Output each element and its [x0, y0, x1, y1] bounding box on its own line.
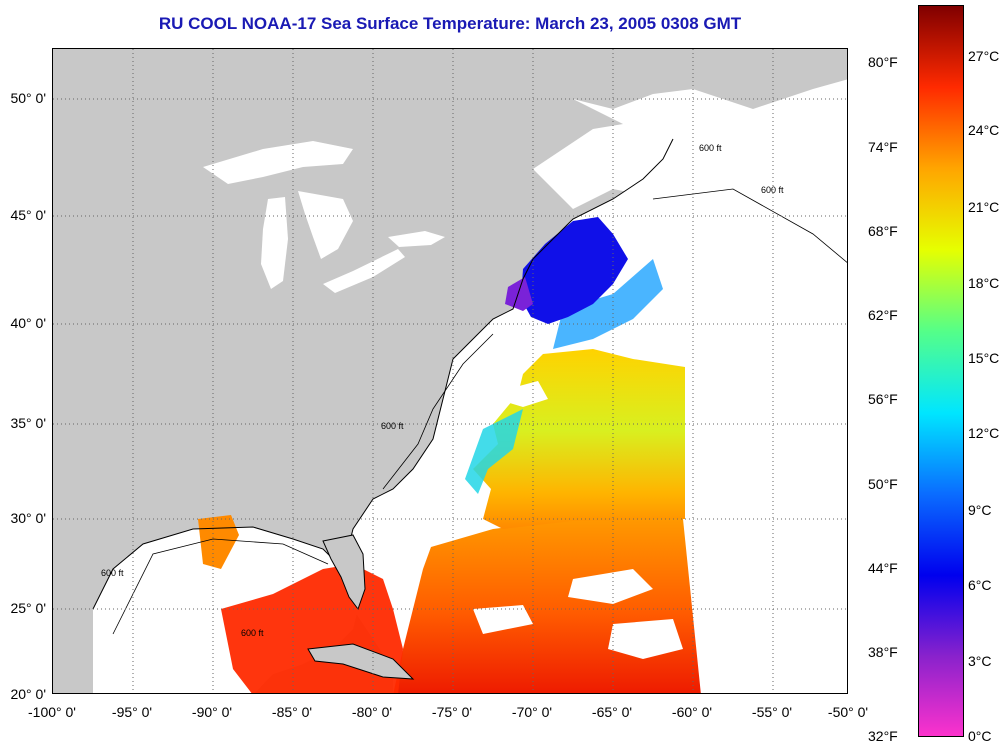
fahrenheit-tick: 44°F — [868, 560, 898, 576]
longitude-label: -80° 0' — [351, 704, 393, 720]
lake-erie — [323, 249, 405, 293]
map-gridlines: 600 ft 600 ft 600 ft 600 ft 600 ft — [53, 49, 847, 693]
latitude-label: 40° 0' — [10, 315, 46, 331]
cloud-patch-1 — [503, 381, 548, 407]
celsius-tick: 15°C — [968, 350, 1000, 366]
latitude-label: 25° 0' — [10, 600, 46, 616]
celsius-tick: 18°C — [968, 275, 1000, 291]
celsius-tick: 0°C — [968, 728, 992, 744]
isobath-label: 600 ft — [699, 143, 722, 153]
cloud-patch-4 — [608, 619, 683, 659]
colorbar-gradient — [919, 6, 963, 736]
latitude-label: 50° 0' — [10, 90, 46, 106]
sst-cold-nearshore — [505, 277, 533, 311]
lake-superior — [203, 141, 353, 184]
longitude-label: -50° 0' — [827, 704, 869, 720]
st-lawrence-gulf — [533, 119, 773, 214]
longitude-label: -75° 0' — [431, 704, 473, 720]
celsius-tick: 21°C — [968, 199, 1000, 215]
fahrenheit-tick: 56°F — [868, 391, 898, 407]
latitude-label: 35° 0' — [10, 415, 46, 431]
fahrenheit-tick: 50°F — [868, 476, 898, 492]
fahrenheit-tick: 74°F — [868, 139, 898, 155]
celsius-tick: 3°C — [968, 653, 992, 669]
longitude-label: -70° 0' — [511, 704, 553, 720]
fahrenheit-tick: 80°F — [868, 54, 898, 70]
lake-ontario — [388, 231, 445, 247]
fahrenheit-tick: 68°F — [868, 223, 898, 239]
temperature-colorbar — [918, 5, 964, 737]
isobath-label: 600 ft — [381, 421, 404, 431]
isobath-label: 600 ft — [101, 568, 124, 578]
celsius-tick: 24°C — [968, 122, 1000, 138]
map-canvas: 600 ft 600 ft 600 ft 600 ft 600 ft — [53, 49, 847, 693]
sst-map[interactable]: 600 ft 600 ft 600 ft 600 ft 600 ft — [52, 48, 848, 694]
chart-title: RU COOL NOAA-17 Sea Surface Temperature:… — [158, 14, 742, 33]
celsius-tick: 12°C — [968, 425, 1000, 441]
cuba-outline — [307, 643, 415, 680]
celsius-tick: 6°C — [968, 577, 992, 593]
isobath-label: 600 ft — [761, 185, 784, 195]
lake-michigan — [261, 197, 288, 289]
isobath-label: 600 ft — [241, 628, 264, 638]
longitude-label: -100° 0' — [28, 704, 76, 720]
longitude-label: -95° 0' — [111, 704, 153, 720]
celsius-tick: 27°C — [968, 48, 1000, 64]
latitude-label: 45° 0' — [10, 207, 46, 223]
sst-cyan-band — [465, 409, 523, 494]
celsius-tick: 9°C — [968, 502, 992, 518]
east-coast-line — [342, 138, 674, 570]
latitude-label: 20° 0' — [10, 686, 46, 702]
longitude-label: -90° 0' — [191, 704, 233, 720]
fahrenheit-tick: 32°F — [868, 728, 898, 744]
cloud-patch-2 — [568, 569, 653, 604]
fahrenheit-tick: 62°F — [868, 307, 898, 323]
longitude-label: -65° 0' — [591, 704, 633, 720]
sst-cyan-north — [553, 259, 663, 349]
longitude-label: -85° 0' — [271, 704, 313, 720]
cloud-patch-3 — [473, 605, 533, 634]
latitude-label: 30° 0' — [10, 510, 46, 526]
longitude-label: -60° 0' — [671, 704, 713, 720]
longitude-label: -55° 0' — [751, 704, 793, 720]
fahrenheit-tick: 38°F — [868, 644, 898, 660]
lake-huron — [298, 191, 353, 259]
